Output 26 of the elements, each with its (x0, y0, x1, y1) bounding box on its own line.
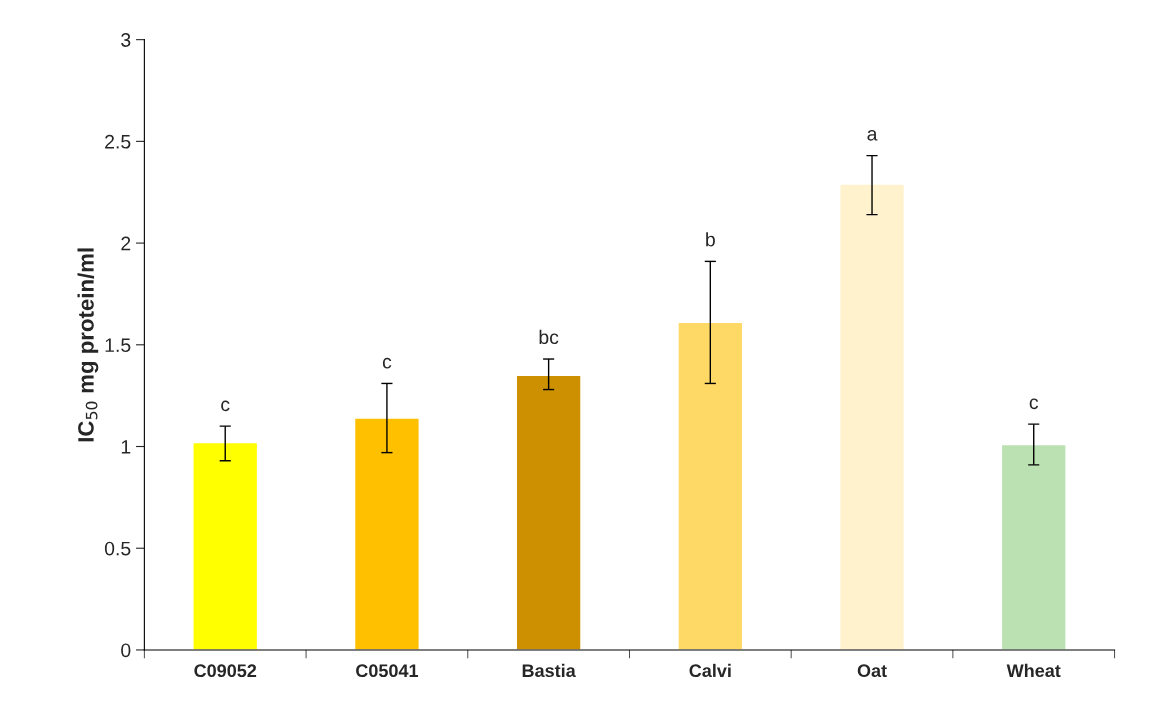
bar (353, 417, 420, 650)
annotation: c (1029, 398, 1039, 410)
bar (677, 321, 744, 650)
x-tick-label: Calvi (689, 663, 731, 678)
bar (192, 441, 259, 650)
y-tick-label: 1.5 (105, 338, 131, 353)
y-axis-title: IC$_{50}$ mg protein/ml (77, 248, 99, 442)
bar (515, 374, 582, 650)
annotation: a (867, 129, 878, 141)
y-tick-label: 2.5 (105, 134, 131, 149)
annotation: bc (539, 329, 559, 345)
y-tick-label: 0 (121, 643, 131, 658)
bar (838, 183, 906, 650)
bar (1000, 443, 1067, 650)
x-tick-label: Oat (857, 664, 887, 678)
x-tick-label: C05041 (356, 664, 419, 678)
x-tick-label: C09052 (194, 664, 257, 678)
annotation: b (706, 232, 715, 247)
x-tick-label: Wheat (1006, 663, 1061, 678)
x-tick-label: Bastia (522, 663, 576, 678)
annotation: c (221, 400, 230, 412)
annotation: c (382, 357, 392, 369)
y-tick-label: 2 (121, 236, 131, 251)
y-tick-label: 0.5 (104, 541, 131, 556)
y-tick-label: 3 (121, 33, 131, 47)
y-tick-label: 1 (121, 440, 131, 454)
